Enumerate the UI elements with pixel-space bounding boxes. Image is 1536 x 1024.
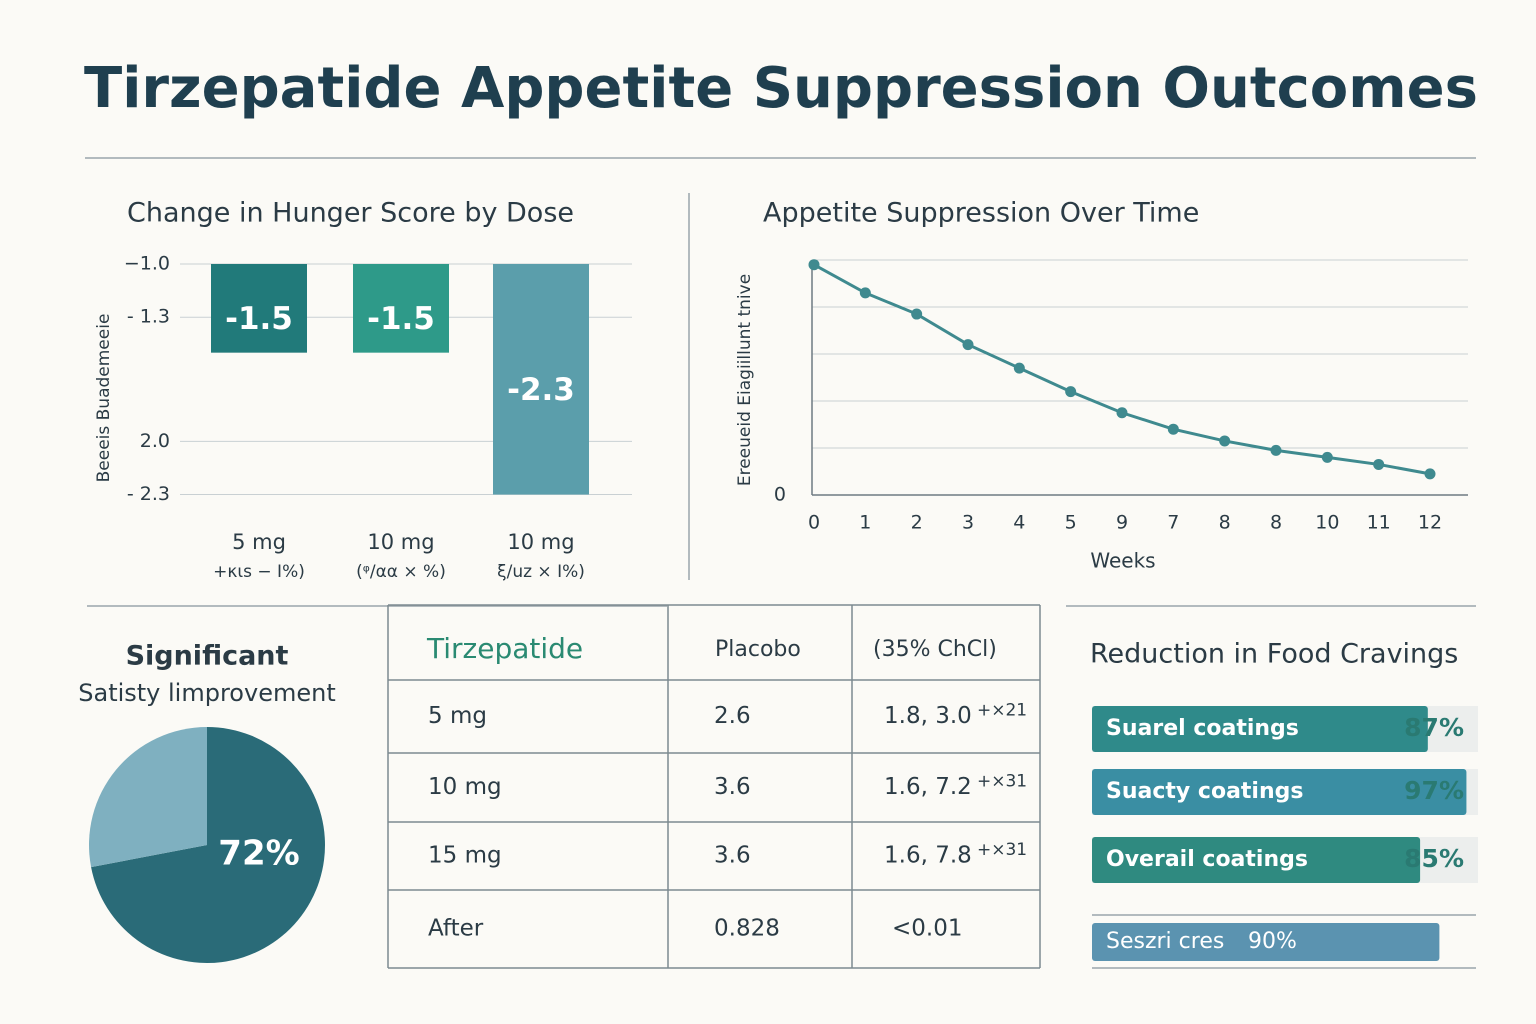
category-note: ξ/uz × I%) [497, 562, 585, 582]
y-tick-label: 0 [774, 484, 786, 506]
table-header: Tirzepatide [426, 632, 583, 665]
x-tick-label: 8 [1219, 512, 1231, 534]
value-label: 85% [1404, 844, 1464, 873]
x-tick-label: 12 [1418, 512, 1442, 534]
point [1373, 458, 1385, 470]
x-tick-label: 10 [1315, 512, 1339, 534]
value-label: 97% [1404, 776, 1464, 805]
table-cell: 3.6 [714, 774, 751, 800]
point [1424, 468, 1436, 480]
point [1167, 423, 1179, 435]
bar [211, 264, 307, 353]
value-label: 72% [218, 834, 299, 874]
bar-label: Suarel coatings [1106, 716, 1299, 741]
point [911, 308, 923, 320]
y-axis-label: Beeeis Buademeeie [94, 314, 114, 483]
x-tick-label: 10 mg [367, 530, 434, 554]
point [1270, 444, 1282, 456]
value-label: -1.5 [367, 301, 435, 337]
y-tick-label: - 2.3 [127, 483, 170, 505]
x-tick-label: 11 [1367, 512, 1391, 534]
point [1065, 386, 1077, 398]
chart-subtitle: Satisty limprovement [78, 679, 335, 707]
table-cell: 0.828 [714, 916, 780, 942]
bar [493, 264, 589, 495]
pie-slice [91, 727, 325, 963]
chart-title: Significant [126, 641, 289, 672]
bar [1092, 923, 1440, 961]
table-cell: 15 mg [428, 843, 502, 869]
point [808, 259, 820, 271]
x-tick-label: 5 mg [232, 530, 286, 554]
y-tick-label: 2.0 [140, 430, 170, 452]
point [962, 339, 974, 351]
x-tick-label: 8 [1270, 512, 1282, 534]
bar-label: Seszri cres [1106, 929, 1224, 954]
y-axis-label: Ereeueid Eiagiillunt tnive [735, 274, 755, 486]
value-label: 87% [1404, 713, 1464, 742]
x-tick-label: 1 [859, 512, 871, 534]
point [859, 287, 871, 299]
bar-label: Overail coatings [1106, 847, 1308, 872]
category-note: (ᵠ/αα × %) [356, 562, 446, 582]
bar [353, 264, 449, 353]
value-label: 90% [1248, 929, 1297, 954]
page-title: Tirzepatide Appetite Suppression Outcome… [84, 56, 1478, 121]
point [1219, 435, 1231, 447]
table-cell: 1.6, 7.8 [884, 843, 972, 869]
point [1116, 407, 1128, 419]
table-cell: 5 mg [428, 703, 487, 729]
x-tick-label: 9 [1116, 512, 1128, 534]
point [1321, 451, 1333, 463]
table-note: +×21 [977, 701, 1027, 721]
x-tick-label: 5 [1065, 512, 1077, 534]
value-label: -2.3 [507, 372, 575, 408]
table-cell: 2.6 [714, 703, 751, 729]
y-tick-label: - 1.3 [127, 306, 170, 328]
chart-title: Reduction in Food Cravings [1090, 639, 1458, 670]
x-axis-label: Weeks [1090, 549, 1155, 573]
value-label: -1.5 [225, 301, 293, 337]
table-header: Placobo [715, 637, 801, 662]
table-cell: 1.8, 3.0 [884, 703, 972, 729]
table-cell: After [428, 916, 484, 942]
bar [1092, 769, 1467, 815]
x-tick-label: 3 [962, 512, 974, 534]
category-note: +κιs − I%) [213, 562, 305, 582]
x-tick-label: 7 [1167, 512, 1179, 534]
table-cell: 3.6 [714, 843, 751, 869]
table-header: (35% ChCl) [873, 637, 997, 662]
x-tick-label: 2 [911, 512, 923, 534]
table-note: +×31 [977, 772, 1027, 792]
y-tick-label: −1.0 [124, 253, 170, 275]
pie-slice [88, 727, 207, 868]
bar-label: Suacty coatings [1106, 779, 1303, 804]
bar [1092, 837, 1421, 883]
x-tick-label: 0 [808, 512, 820, 534]
x-tick-label: 10 mg [507, 530, 574, 554]
chart-title: Change in Hunger Score by Dose [127, 198, 574, 229]
chart-title: Appetite Suppression Over Time [763, 198, 1199, 229]
bar [1092, 706, 1428, 752]
table-cell: <0.01 [892, 916, 962, 942]
point [1013, 362, 1025, 374]
x-tick-label: 4 [1013, 512, 1025, 534]
table-note: +×31 [977, 840, 1027, 860]
table-cell: 10 mg [428, 774, 502, 800]
table-cell: 1.6, 7.2 [884, 774, 972, 800]
